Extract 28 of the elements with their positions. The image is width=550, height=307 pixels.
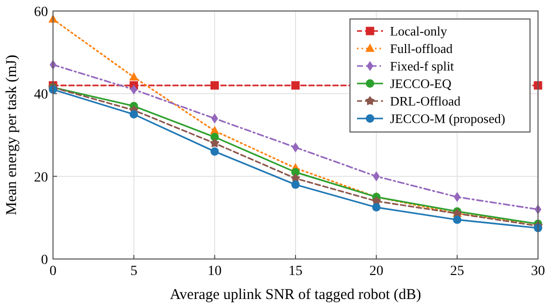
point <box>210 147 219 156</box>
point <box>291 81 300 90</box>
point <box>129 72 138 80</box>
x-tick-label: 30 <box>531 264 545 279</box>
point <box>452 216 462 224</box>
point <box>210 81 219 90</box>
legend-label: Local-only <box>390 24 448 38</box>
legend-label: JECCO-EQ <box>390 76 452 91</box>
x-tick-label: 10 <box>208 264 222 279</box>
x-tick-label: 15 <box>288 264 302 279</box>
point <box>372 171 380 182</box>
y-tick-label: 0 <box>41 253 48 268</box>
legend-label: Full-offload <box>390 41 454 56</box>
y-tick-label: 20 <box>34 170 48 186</box>
x-tick-label: 20 <box>369 264 384 279</box>
legend-label: Fixed-f split <box>390 58 454 74</box>
x-axis-title: Average uplink SNR of tagged robot (dB) <box>170 287 422 303</box>
x-tick-label: 5 <box>130 264 138 279</box>
y-tick-label: 40 <box>34 88 48 103</box>
point <box>130 110 138 119</box>
y-axis-title: Mean energy per task (mJ) <box>4 54 20 216</box>
y-tick-label: 60 <box>34 5 48 20</box>
point <box>291 180 300 189</box>
point <box>372 203 381 212</box>
legend-label: DRL-Offload <box>390 94 462 108</box>
point <box>210 138 220 148</box>
legend-label: JECCO-M (proposed) <box>390 111 506 126</box>
x-tick-label: 25 <box>450 264 464 279</box>
